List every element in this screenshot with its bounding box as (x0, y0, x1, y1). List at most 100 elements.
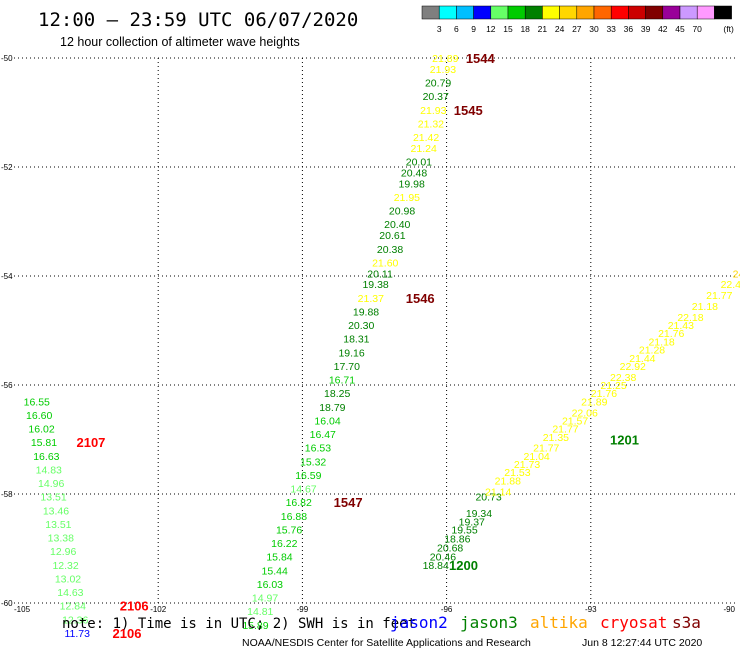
y-tick-label: -60 (1, 599, 13, 608)
pass-time-label: 2107 (76, 435, 105, 450)
data-point: 11.73 (64, 628, 90, 640)
pass-time-label: 1546 (406, 291, 435, 306)
colorbar-label: 70 (692, 24, 702, 34)
y-tick-label: -56 (1, 381, 13, 390)
colorbar-label: 12 (486, 24, 496, 34)
data-point: 13.02 (55, 573, 81, 585)
data-point: 20.73 (475, 492, 501, 504)
x-tick-label: -96 (441, 605, 453, 614)
data-point: 21.77 (552, 424, 578, 436)
wave-height-points: 21.8921.9320.7920.3721.9321.3221.4221.24… (24, 53, 740, 640)
x-tick-label: -93 (585, 605, 597, 614)
data-point: 14.83 (36, 464, 62, 476)
data-point: 19.98 (399, 178, 425, 190)
x-tick-label: -90 (723, 605, 735, 614)
colorbar-label: 9 (471, 24, 476, 34)
data-point: 21.35 (543, 432, 569, 444)
data-point: 21.57 (562, 415, 588, 427)
data-point: 16.03 (257, 579, 283, 591)
chart-title: 12:00 — 23:59 UTC 06/07/2020 (38, 9, 358, 31)
data-point: 14.81 (247, 606, 273, 618)
data-point: 21.14 (485, 486, 511, 498)
colorbar-swatch (610, 5, 629, 20)
data-point: 14.63 (57, 587, 83, 599)
colorbar-label: 27 (572, 24, 582, 34)
footer-credit: NOAA/NESDIS Center for Satellite Applica… (242, 637, 531, 649)
data-point: 21.73 (514, 459, 540, 471)
data-point: 19.16 (338, 347, 364, 359)
data-point: 21.37 (358, 293, 384, 305)
x-tick-label: -105 (14, 605, 31, 614)
data-point: 21.89 (581, 396, 607, 408)
colorbar-swatch (645, 5, 664, 20)
mission-s3a: s3a (672, 613, 701, 632)
colorbar-legend: 3 6 9 12 15 18 21 24 27 30 33 36 39 42 45 70 (ft) (421, 5, 734, 34)
colorbar-swatch (679, 5, 698, 20)
colorbar-swatch (490, 5, 509, 20)
data-point: 22.18 (677, 312, 703, 324)
data-point: 14.96 (38, 478, 64, 490)
y-tick-label: -50 (1, 54, 13, 63)
data-point: 12.36 (62, 614, 88, 626)
y-tick-label: -52 (1, 163, 13, 172)
colorbar-swatch (473, 5, 492, 20)
data-point: 18.84 (423, 560, 449, 572)
colorbar-label: 30 (589, 24, 599, 34)
data-point: 20.11 (367, 268, 393, 280)
data-point: 21.25 (600, 380, 626, 392)
data-point: 19.34 (466, 508, 492, 520)
data-point: 20.79 (425, 78, 451, 90)
data-point: 20.68 (437, 542, 463, 554)
data-point: 16.88 (281, 511, 307, 523)
data-point: 16.71 (329, 375, 355, 387)
data-point: 15.81 (31, 437, 57, 449)
data-point: 13.38 (48, 533, 74, 545)
colorbar-label: 33 (606, 24, 616, 34)
data-point: 16.82 (286, 497, 312, 509)
data-point: 21.76 (591, 388, 617, 400)
data-point: 12.84 (60, 601, 86, 613)
data-point: 21.18 (648, 336, 674, 348)
data-point: 18.25 (324, 388, 350, 400)
colorbar-swatch (593, 5, 612, 20)
colorbar-label: 21 (538, 24, 548, 34)
data-point: 12.96 (50, 546, 76, 558)
x-tick-label: -99 (297, 605, 309, 614)
data-point: 13.46 (43, 505, 69, 517)
data-point: 20.38 (377, 244, 403, 256)
data-point: 20.01 (406, 157, 432, 169)
colorbar-unit: (ft) (723, 24, 734, 34)
data-point: 20.48 (401, 167, 427, 179)
data-point: 15.76 (276, 524, 302, 536)
data-point: 13.51 (40, 492, 66, 504)
colorbar-swatch (576, 5, 595, 20)
data-point: 20.46 (430, 552, 456, 564)
data-point: 16.55 (24, 396, 50, 408)
colorbar-swatch (507, 5, 526, 20)
mission-jason3: jason3 (460, 613, 518, 632)
data-point: 15.44 (262, 565, 288, 577)
y-tick-label: -54 (1, 272, 13, 281)
footer-timestamp: Jun 8 12:27:44 UTC 2020 (582, 637, 702, 649)
data-point: 16.60 (26, 410, 52, 422)
data-point: 21.77 (706, 290, 732, 302)
colorbar-label: 42 (658, 24, 668, 34)
data-point: 21.93 (430, 64, 456, 76)
colorbar-swatch (628, 5, 646, 20)
data-point: 15.32 (300, 456, 326, 468)
data-point: 17.70 (334, 361, 360, 373)
data-point: 21.88 (495, 475, 521, 487)
pass-time-label: 1201 (610, 433, 639, 448)
data-point: 19.37 (459, 516, 485, 528)
y-tick-label: -58 (1, 490, 13, 499)
data-point: 14.67 (290, 484, 316, 496)
data-point: 16.63 (33, 451, 59, 463)
colorbar-label: 18 (520, 24, 530, 34)
data-point: 22.38 (610, 372, 636, 384)
data-point: 16.47 (310, 429, 336, 441)
data-point: 22.49 (721, 279, 740, 291)
mission-cryosat: cryosat (600, 613, 667, 632)
colorbar-label: 45 (675, 24, 685, 34)
data-point: 21.77 (533, 443, 559, 455)
data-point: 21.18 (692, 301, 718, 313)
